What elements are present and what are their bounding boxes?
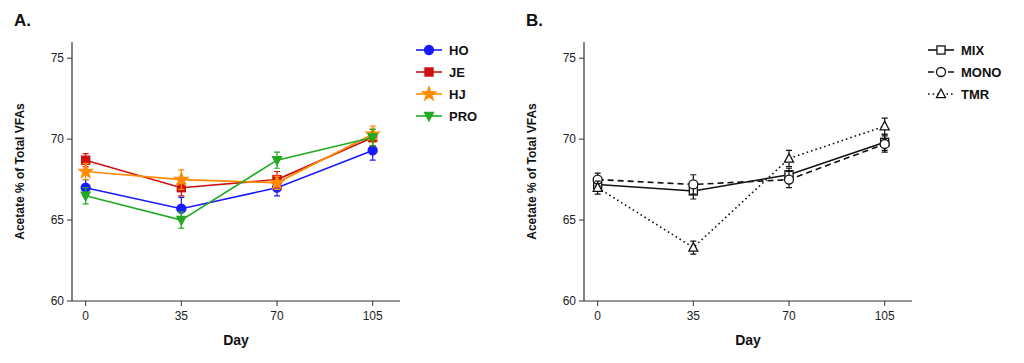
series-line xyxy=(598,144,885,184)
series xyxy=(82,129,377,195)
x-tick xyxy=(85,301,86,306)
data-point xyxy=(689,180,698,189)
panel: 0 35 70 105 60 65 70 75 Day Acetate % of Total VF… xyxy=(13,11,477,348)
legend-label: MONO xyxy=(961,65,1001,80)
data-point xyxy=(270,176,283,189)
plot-area xyxy=(79,126,379,228)
x-tick xyxy=(597,301,598,306)
y-tick xyxy=(579,220,584,221)
y-axis-line xyxy=(71,42,72,301)
series-line xyxy=(86,138,373,221)
data-point xyxy=(880,139,889,148)
legend-marker xyxy=(425,112,434,121)
y-tick xyxy=(67,220,72,221)
y-axis-label: Acetate % of Total VFAs xyxy=(525,103,539,240)
x-tick-label: 105 xyxy=(875,309,895,323)
x-tick xyxy=(277,301,278,306)
legend: HO JE HJ PRO xyxy=(416,43,477,124)
y-tick-label: 70 xyxy=(51,132,65,146)
x-axis-line xyxy=(584,300,912,301)
legend-marker xyxy=(422,87,435,100)
y-tick xyxy=(67,301,72,302)
y-tick xyxy=(579,58,584,59)
x-tick xyxy=(181,301,182,306)
panel-label: B. xyxy=(526,11,543,30)
x-tick xyxy=(372,301,373,306)
x-axis-line xyxy=(72,300,400,301)
data-point xyxy=(81,192,90,201)
series xyxy=(593,118,889,254)
x-tick-label: 35 xyxy=(175,309,189,323)
data-point xyxy=(79,165,92,178)
x-tick-label: 105 xyxy=(363,309,383,323)
legend-label: MIX xyxy=(961,43,984,58)
legend-marker xyxy=(425,46,434,55)
x-tick xyxy=(693,301,694,306)
legend-marker xyxy=(937,68,946,77)
y-tick xyxy=(579,139,584,140)
y-tick xyxy=(67,58,72,59)
legend-label: HJ xyxy=(449,87,466,102)
x-tick-label: 70 xyxy=(270,309,284,323)
chart-canvas: 0 35 70 105 60 65 70 75 Day Acetate % of Total VF… xyxy=(0,0,1024,363)
data-point xyxy=(785,154,794,163)
y-tick-label: 60 xyxy=(51,294,65,308)
y-tick xyxy=(579,301,584,302)
panel: 0 35 70 105 60 65 70 75 Day Acetate % of Total VF… xyxy=(525,11,1001,348)
data-point xyxy=(175,173,188,186)
plot-area xyxy=(593,118,889,254)
x-tick-label: 0 xyxy=(594,309,601,323)
series xyxy=(81,129,377,228)
legend-marker xyxy=(937,46,945,54)
data-point xyxy=(689,243,698,252)
y-tick xyxy=(67,139,72,140)
legend-marker xyxy=(937,89,946,98)
y-tick-label: 65 xyxy=(563,213,577,227)
panel-label: A. xyxy=(14,11,31,30)
data-point xyxy=(368,146,377,155)
y-axis-label: Acetate % of Total VFAs xyxy=(13,103,27,240)
y-tick-label: 65 xyxy=(51,213,65,227)
series xyxy=(81,141,377,220)
data-point xyxy=(369,133,377,141)
legend-label: JE xyxy=(449,65,465,80)
x-tick xyxy=(789,301,790,306)
data-point xyxy=(177,216,186,225)
x-tick-label: 0 xyxy=(82,309,89,323)
legend-label: TMR xyxy=(961,87,990,102)
y-tick-label: 75 xyxy=(563,51,577,65)
series-line xyxy=(86,150,373,208)
data-point xyxy=(368,134,377,143)
series-line xyxy=(598,142,885,191)
y-axis-line xyxy=(583,42,584,301)
data-point xyxy=(785,175,794,184)
y-tick-label: 70 xyxy=(563,132,577,146)
x-tick xyxy=(884,301,885,306)
x-tick-label: 35 xyxy=(687,309,701,323)
x-axis-label: Day xyxy=(223,332,249,348)
legend-marker xyxy=(425,68,433,76)
legend-label: PRO xyxy=(449,109,477,124)
data-point xyxy=(593,183,602,192)
x-tick-label: 70 xyxy=(782,309,796,323)
series-line xyxy=(86,138,373,188)
series xyxy=(593,136,889,194)
data-point xyxy=(273,157,282,166)
x-axis-label: Day xyxy=(735,332,761,348)
legend: MIX MONO TMR xyxy=(928,43,1001,102)
data-point xyxy=(880,121,889,130)
series-line xyxy=(86,134,373,183)
series xyxy=(79,126,379,189)
y-tick-label: 60 xyxy=(563,294,577,308)
legend-label: HO xyxy=(449,43,469,58)
y-tick-label: 75 xyxy=(51,51,65,65)
series xyxy=(594,134,889,199)
series-line xyxy=(598,126,885,247)
